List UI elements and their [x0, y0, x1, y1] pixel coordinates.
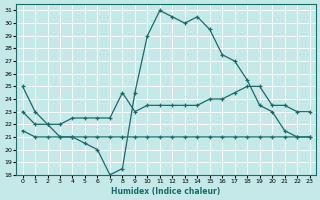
- X-axis label: Humidex (Indice chaleur): Humidex (Indice chaleur): [111, 187, 221, 196]
